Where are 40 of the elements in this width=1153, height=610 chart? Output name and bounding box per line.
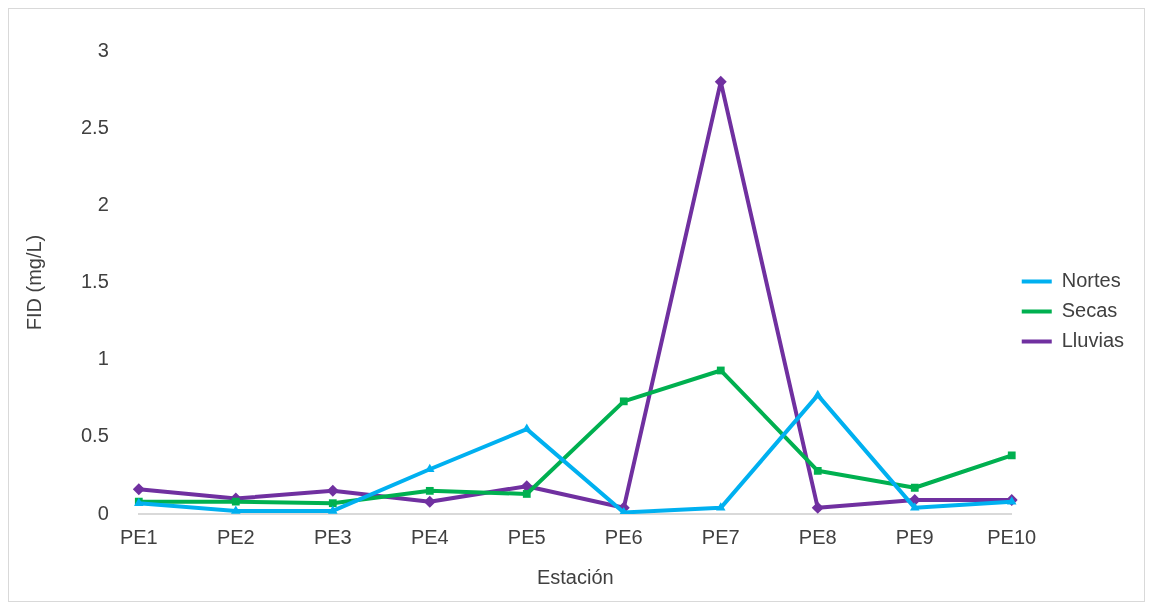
- point: [132, 483, 145, 496]
- x-tick-label: PE6: [604, 525, 643, 548]
- y-tick-label: 1: [97, 347, 109, 370]
- y-tick-label: 2.5: [80, 115, 109, 138]
- x-tick-label: PE7: [701, 525, 740, 548]
- point: [328, 499, 337, 508]
- x-tick-label: PE10: [987, 525, 1037, 548]
- point: [909, 502, 920, 511]
- y-tick-label: 0: [97, 501, 109, 524]
- y-axis-title: FID (mg/L): [22, 234, 45, 331]
- point: [1007, 451, 1016, 460]
- x-tick-label: PE8: [798, 525, 837, 548]
- x-tick-label: PE3: [313, 525, 352, 548]
- x-tick-label: PE2: [216, 525, 255, 548]
- y-tick-label: 2: [97, 192, 109, 215]
- point: [231, 505, 241, 514]
- point: [522, 490, 531, 498]
- point: [716, 366, 725, 375]
- point: [619, 397, 628, 406]
- point: [425, 463, 435, 472]
- x-tick-label: PE9: [895, 525, 934, 548]
- point: [813, 466, 822, 475]
- point: [812, 389, 823, 398]
- x-axis-title: Estación: [536, 565, 614, 588]
- point: [910, 483, 919, 492]
- x-tick-label: PE1: [119, 525, 158, 548]
- x-tick-label: PE5: [507, 525, 546, 548]
- y-tick-label: 0.5: [80, 424, 109, 447]
- legend-label: Lluvias: [1061, 329, 1125, 352]
- y-tick-label: 3: [97, 38, 109, 61]
- point: [425, 486, 434, 495]
- point: [522, 423, 532, 432]
- point: [328, 505, 338, 514]
- legend-label: Secas: [1061, 299, 1118, 322]
- point: [231, 497, 240, 506]
- point: [716, 502, 726, 511]
- x-tick-label: PE4: [410, 525, 449, 548]
- point: [811, 501, 824, 514]
- y-tick-label: 1.5: [80, 270, 109, 293]
- legend-label: Nortes: [1061, 269, 1121, 292]
